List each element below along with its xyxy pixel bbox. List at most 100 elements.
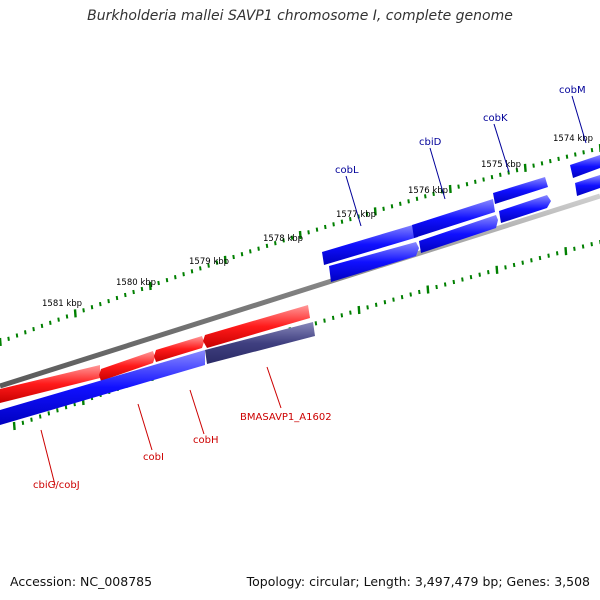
minor-tick [573, 246, 576, 251]
minor-tick [538, 255, 542, 261]
minor-tick [432, 191, 435, 197]
gene-label-cbiD[interactable]: cbiD [419, 137, 442, 148]
minor-tick [30, 417, 33, 422]
minor-tick [504, 265, 507, 270]
minor-tick [174, 275, 177, 280]
minor-tick [340, 219, 344, 224]
minor-tick [215, 260, 219, 265]
gene-cobM-lower[interactable] [575, 175, 600, 196]
gene-cobH[interactable] [154, 336, 204, 362]
minor-tick [132, 289, 135, 295]
gene-cbiD[interactable] [412, 199, 495, 238]
minor-tick [90, 305, 94, 310]
gene-cbiG-cobJ[interactable] [0, 365, 100, 403]
minor-tick [440, 189, 444, 194]
minor-tick [324, 224, 327, 230]
minor-tick [64, 405, 68, 410]
minor-tick [478, 272, 481, 277]
minor-tick [382, 206, 385, 211]
gene-cobL[interactable] [322, 224, 418, 265]
minor-tick [47, 411, 51, 416]
gene-label-cobI[interactable]: cobI [143, 452, 164, 463]
minor-tick [349, 310, 352, 315]
label-leaders [40, 95, 587, 486]
minor-tick [307, 230, 310, 235]
gene-label-cobH[interactable]: cobH [193, 435, 218, 446]
minor-tick [232, 254, 235, 260]
reverse-strand-genes [0, 155, 600, 425]
minor-tick [399, 201, 402, 206]
minor-tick [274, 241, 277, 246]
minor-tick [56, 408, 59, 413]
gene-BMASAVP1_A1602-forward[interactable] [203, 305, 310, 348]
minor-tick [487, 270, 490, 275]
gene-BMASAVP1_A1602[interactable] [205, 322, 315, 364]
minor-tick [582, 150, 585, 155]
minor-tick [383, 300, 387, 305]
minor-tick [40, 323, 44, 329]
gene-lower-blue-track[interactable] [0, 350, 205, 425]
minor-tick [499, 172, 502, 177]
leader-line [429, 147, 446, 200]
minor-tick [165, 277, 169, 283]
scale-label: 1577 kbp [336, 210, 376, 220]
minor-tick [315, 227, 319, 232]
scale-labels: 1581 kbp 1580 kbp 1579 kbp 1578 kbp 1577… [42, 134, 593, 309]
minor-tick [400, 294, 404, 300]
leader-line [266, 366, 282, 409]
gene-cobK[interactable] [493, 177, 548, 204]
minor-tick [549, 158, 552, 164]
minor-tick [515, 168, 519, 173]
accession-text: Accession: NC_008785 [10, 574, 153, 589]
minor-tick [590, 242, 593, 247]
minor-tick [555, 251, 559, 256]
minor-tick [282, 238, 285, 243]
minor-tick [265, 243, 269, 249]
minor-tick [461, 277, 464, 282]
leader-line [493, 123, 510, 173]
minor-tick [314, 321, 318, 326]
minor-tick [490, 174, 494, 180]
minor-tick [323, 318, 326, 323]
gene-cobL-upper[interactable] [329, 242, 419, 282]
genome-summary: Topology: circular; Length: 3,497,479 bp… [246, 574, 590, 589]
minor-tick [390, 204, 394, 209]
minor-tick [474, 179, 477, 184]
minor-tick [331, 315, 335, 321]
scale-label: 1575 kbp [481, 160, 521, 170]
minor-tick [115, 295, 119, 301]
minor-tick [65, 314, 69, 319]
gene-label-BMASAVP1_A1602[interactable]: BMASAVP1_A1602 [240, 412, 332, 423]
gene-cbiD-lower[interactable] [419, 215, 498, 253]
minor-tick [249, 249, 252, 254]
scale-label: 1580 kbp [116, 278, 156, 288]
major-tick [148, 281, 152, 291]
minor-tick [392, 297, 395, 302]
gene-labels: cbiG/cobJ cobI cobH BMASAVP1_A1602 cobL … [33, 85, 586, 491]
scale-label: 1574 kbp [553, 134, 593, 144]
gene-label-cobK[interactable]: cobK [483, 113, 508, 124]
minor-tick [49, 320, 52, 325]
gene-label-cobM[interactable]: cobM [559, 85, 586, 96]
minor-tick [365, 211, 369, 217]
gene-cobK-lower[interactable] [499, 195, 551, 223]
chromosome-backbone [0, 193, 600, 389]
major-tick [373, 207, 377, 216]
leader-line [189, 389, 205, 435]
gene-cobI[interactable] [99, 351, 155, 381]
minor-tick [107, 298, 110, 304]
minor-tick [540, 161, 544, 166]
minor-tick [190, 269, 194, 274]
minor-tick [366, 305, 369, 310]
gene-label-cobL[interactable]: cobL [335, 165, 359, 176]
minor-tick [349, 216, 352, 222]
minor-tick [482, 177, 485, 182]
gene-cobM[interactable] [570, 155, 600, 178]
gene-label-cbiG-cobJ[interactable]: cbiG/cobJ [33, 480, 80, 491]
scale-label: 1578 kbp [263, 234, 303, 244]
minor-tick [435, 284, 438, 290]
major-tick [426, 285, 430, 294]
minor-tick [409, 292, 412, 297]
leader-line [137, 403, 153, 451]
minor-tick [557, 156, 560, 162]
